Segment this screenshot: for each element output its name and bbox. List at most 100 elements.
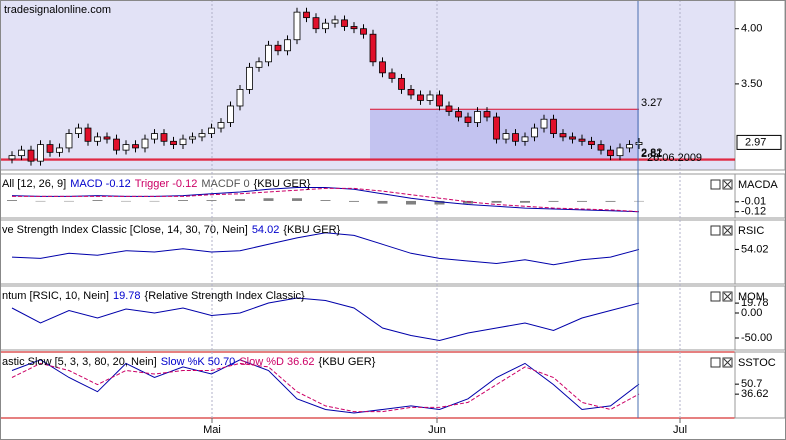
candle-body <box>360 28 367 35</box>
y-tick-label: 4.00 <box>741 23 762 35</box>
histogram-bar <box>121 200 131 202</box>
candle-body <box>198 133 206 138</box>
histogram-bar <box>206 200 217 201</box>
header-part: MACDF 0 <box>201 178 249 190</box>
panel-name: MACDA <box>738 179 778 191</box>
candle-body <box>388 72 396 79</box>
candle-body <box>407 89 415 96</box>
candle-body <box>151 133 158 140</box>
x-tick-label: Jul <box>673 424 687 436</box>
panel-bg <box>0 219 736 285</box>
level-label: 2.82 <box>641 147 662 159</box>
panel-button-icon <box>723 358 732 367</box>
histogram-bar <box>520 200 530 203</box>
panel-header: ntum [RSIC, 10, Nein] 19.78 {Relative Stre… <box>2 290 305 302</box>
histogram-bar <box>491 200 502 203</box>
candle-body <box>255 61 263 68</box>
histogram-bar <box>434 200 445 205</box>
histogram-bar <box>605 200 616 202</box>
date-label: 26.06.2009 <box>647 152 702 164</box>
candle-body <box>37 144 44 162</box>
candle-body <box>84 127 92 142</box>
candle-body <box>369 33 377 63</box>
x-tick-label: Jun <box>428 424 446 436</box>
candle-body <box>626 144 633 149</box>
y-tick-label: 19.78 <box>741 297 769 309</box>
histogram-bar <box>64 200 74 202</box>
panel-header: All [12, 26, 9] MACD -0.12 Trigger -0.12 MA… <box>2 178 311 190</box>
y-tick-label: -0.12 <box>741 206 766 218</box>
candle-body <box>236 89 244 107</box>
histogram-bar <box>149 200 160 202</box>
candle-body <box>445 105 453 112</box>
candle-body <box>113 138 120 151</box>
panel-button-icon <box>723 226 732 235</box>
candle-body <box>189 136 196 140</box>
candle-body <box>417 94 424 101</box>
histogram-bar <box>577 200 587 202</box>
y-tick-label: 0.00 <box>741 307 762 319</box>
candle-body <box>436 94 443 107</box>
panel-button <box>710 291 721 302</box>
candle-body <box>597 144 605 151</box>
candle-body <box>246 66 253 90</box>
candle-body <box>540 118 548 129</box>
header-part: Trigger -0.12 <box>135 178 198 190</box>
candle-body <box>160 133 168 142</box>
histogram-bar <box>92 200 103 201</box>
candle-body <box>398 77 405 90</box>
header-part: {KBU GER} <box>254 178 311 190</box>
candle-body <box>8 155 16 160</box>
x-tick-label: Mai <box>203 424 221 436</box>
header-part: Slow %D 36.62 <box>239 356 314 368</box>
histogram-bar <box>7 200 17 201</box>
candle-body <box>179 138 187 146</box>
header-part: {KBU GER} <box>319 356 376 368</box>
candle-body <box>588 140 595 146</box>
candle-body <box>274 44 282 52</box>
panel-name: RSIC <box>738 225 764 237</box>
candle-body <box>455 111 462 118</box>
header-part: astic Slow [5, 3, 3, 80, 20, Nein] <box>2 356 157 368</box>
candle-body <box>208 127 215 134</box>
candle-body <box>569 136 576 140</box>
candle-body <box>550 118 557 134</box>
candle-body <box>46 144 54 153</box>
header-part: ntum [RSIC, 10, Nein] <box>2 290 109 302</box>
candle-body <box>616 147 624 157</box>
candle-body <box>521 136 529 142</box>
panel-name: SSTOC <box>738 357 776 369</box>
y-tick-label: 54.02 <box>741 243 769 255</box>
histogram-bar <box>320 200 331 201</box>
indicator-line <box>11 362 640 413</box>
y-tick-label: -0.01 <box>741 196 766 208</box>
histogram-bar <box>292 198 302 201</box>
axis-bg <box>734 351 786 419</box>
header-part: ve Strength Index Classic [Close, 14, 30… <box>2 224 248 236</box>
panel-button-icon <box>723 180 732 189</box>
axis-bg <box>734 219 786 285</box>
y-tick-label: 36.62 <box>741 388 769 400</box>
histogram-bar <box>263 198 274 201</box>
candle-body <box>350 26 358 30</box>
candle-body <box>65 133 73 149</box>
histogram-bar <box>377 200 388 204</box>
header-part: 19.78 <box>113 290 141 302</box>
panel-button-icon <box>723 292 732 301</box>
panel-header: astic Slow [5, 3, 3, 80, 20, Nein] Slow %… <box>2 356 376 368</box>
last-label: 2.97 <box>745 136 766 148</box>
level-label: 2.81 <box>641 148 662 160</box>
histogram-bar <box>178 200 188 201</box>
candle-body <box>312 17 320 30</box>
candle-body <box>474 111 481 123</box>
candle-body <box>493 116 500 140</box>
histogram-bar <box>35 200 46 202</box>
header-part: All [12, 26, 9] <box>2 178 66 190</box>
candle-body <box>578 138 586 142</box>
candle-body <box>18 149 25 157</box>
candle-body <box>217 122 225 129</box>
histogram-bar <box>406 200 416 205</box>
candle-body <box>227 105 234 123</box>
last-box <box>736 134 782 150</box>
